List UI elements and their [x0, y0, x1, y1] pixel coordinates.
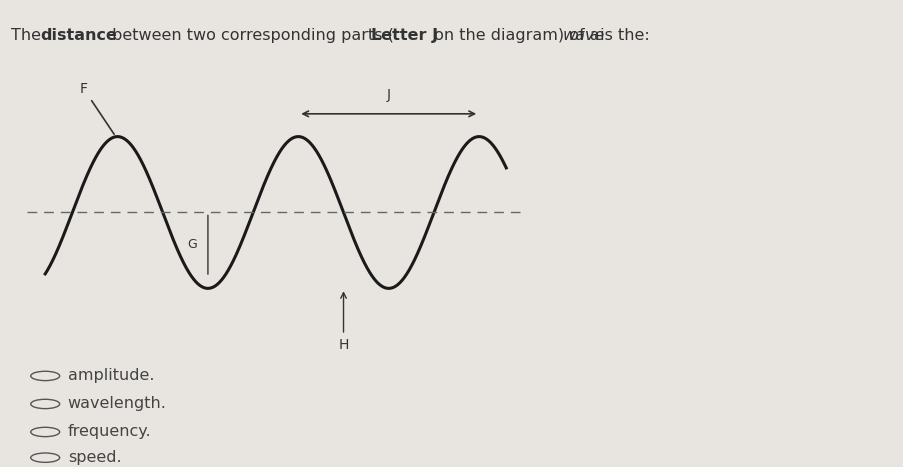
Text: on the diagram) of a: on the diagram) of a [429, 28, 604, 43]
Text: between two corresponding parts (: between two corresponding parts ( [107, 28, 393, 43]
Text: G: G [187, 238, 197, 251]
Text: distance: distance [40, 28, 116, 43]
Text: wave: wave [562, 28, 604, 43]
Text: J: J [386, 88, 390, 102]
Text: H: H [338, 293, 349, 352]
Text: frequency.: frequency. [68, 425, 152, 439]
Text: wavelength.: wavelength. [68, 396, 166, 411]
Text: speed.: speed. [68, 450, 121, 465]
Text: F: F [79, 82, 114, 134]
Text: Letter J: Letter J [370, 28, 437, 43]
Text: amplitude.: amplitude. [68, 368, 154, 383]
Text: The: The [11, 28, 46, 43]
Text: is the:: is the: [594, 28, 649, 43]
